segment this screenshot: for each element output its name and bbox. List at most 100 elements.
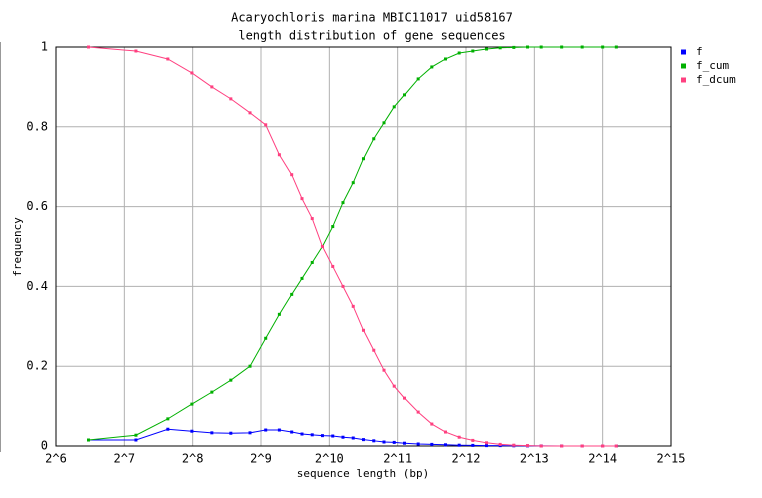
data-point [320,245,324,248]
data-point [382,368,386,372]
data-point [361,438,365,442]
x-axis-label: sequence length (bp) [297,467,429,480]
data-point [351,181,355,185]
data-point [331,225,335,229]
data-point [248,364,252,368]
y-tick-label: 1 [41,40,48,54]
data-point [457,435,461,439]
x-tick-label: 2^7 [113,452,135,466]
data-point [525,45,529,49]
data-point [264,336,268,340]
data-point [416,410,420,414]
data-point [382,121,386,125]
data-point [471,443,475,447]
data-point [300,197,304,201]
data-point [471,49,475,53]
data-point [190,71,194,75]
legend-label: f_cum [696,59,729,72]
data-point [134,433,138,437]
data-point [248,111,252,115]
legend-marker [681,49,686,55]
data-point [320,434,324,438]
data-point [601,444,605,448]
y-tick-label: 0 [41,439,48,453]
legend-marker [681,77,686,83]
data-point [539,45,543,49]
data-point [134,49,138,53]
y-tick-label: 0.8 [26,119,48,133]
data-point [580,444,584,448]
data-point [485,444,489,448]
x-tick-label: 2^10 [315,452,344,466]
data-point [166,57,170,61]
data-point [416,442,420,446]
data-point [300,276,304,280]
x-tick-label: 2^11 [383,452,412,466]
data-point [229,378,233,382]
data-point [430,422,434,426]
data-point [277,153,281,157]
data-point [498,442,502,446]
x-tick-label: 2^12 [452,452,481,466]
y-tick-label: 0.2 [26,359,48,373]
data-point [190,429,194,433]
data-point [248,431,252,435]
x-tick-label: 2^15 [657,452,686,466]
data-point [87,438,91,442]
data-point [614,444,618,448]
data-point [166,427,170,431]
data-point [331,434,335,438]
data-point [341,435,345,439]
data-point [372,439,376,443]
data-point [457,443,461,447]
data-point [300,432,304,436]
x-tick-label: 2^9 [250,452,272,466]
data-point [601,45,605,49]
legend-label: f [696,45,703,58]
data-point [512,443,516,447]
data-point [471,438,475,442]
data-point [310,217,314,221]
data-point [498,46,502,50]
y-tick-label: 0.6 [26,199,48,213]
data-point [351,436,355,440]
data-point [392,384,396,388]
data-point [392,105,396,109]
data-point [560,45,564,49]
legend-marker [681,63,686,69]
data-point [614,45,618,49]
data-point [512,45,516,49]
data-point [210,390,214,394]
chart-subtitle: length distribution of gene sequences [238,29,505,43]
data-point [277,428,281,432]
data-point [290,292,294,296]
data-point [525,444,529,448]
x-tick-label: 2^14 [588,452,617,466]
data-point [264,123,268,127]
data-point [444,430,448,434]
data-point [382,440,386,444]
data-point [277,312,281,316]
data-point [403,93,407,97]
data-point [87,45,91,49]
data-point [210,431,214,435]
data-point [229,97,233,101]
data-point [166,417,170,421]
data-point [392,440,396,444]
data-point [372,348,376,352]
y-axis-label: frequency [11,217,24,277]
data-point [361,328,365,332]
data-point [539,444,543,448]
data-point [210,85,214,89]
data-point [351,304,355,308]
data-point [310,433,314,437]
legend-label: f_dcum [696,73,736,86]
data-point [430,442,434,446]
data-point [485,47,489,51]
chart-title: Acaryochloris marina MBIC11017 uid58167 [231,11,513,25]
data-point [290,173,294,177]
x-tick-label: 2^8 [182,452,204,466]
x-tick-label: 2^6 [45,452,67,466]
